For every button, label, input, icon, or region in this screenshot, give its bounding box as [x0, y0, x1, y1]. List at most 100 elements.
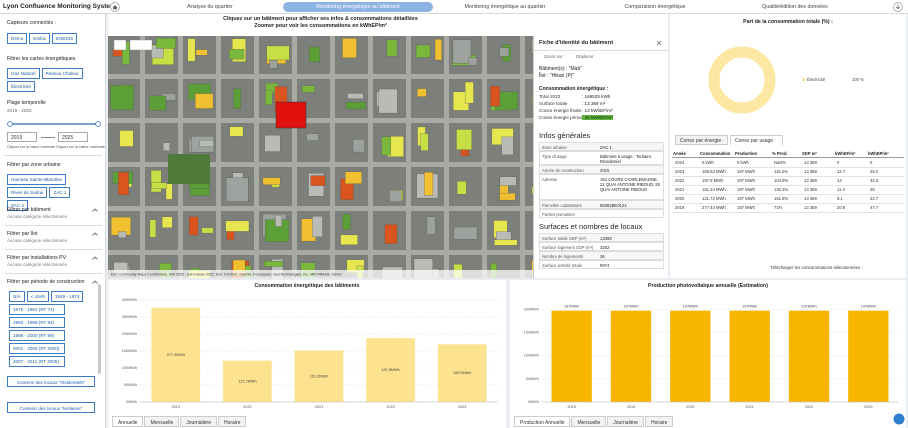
nav-tab[interactable]: Qualité/édition des données	[762, 4, 828, 10]
building	[309, 46, 321, 63]
surface-row: Nombre de logements 36	[539, 251, 664, 260]
bar	[223, 360, 272, 402]
map-zoom-control	[113, 39, 127, 51]
general-heading: Infos générales	[539, 131, 591, 140]
period-button[interactable]: < 1949	[26, 291, 49, 302]
pie-title: Part de la consommation totale (%) :	[743, 19, 833, 25]
nav-tab[interactable]: Monitoring énergétique au quartier	[464, 4, 546, 10]
min-input[interactable]: 2019	[7, 132, 37, 142]
value-label: 197MWh	[861, 305, 876, 309]
chart-tab[interactable]: Mensuelle	[571, 416, 607, 427]
chart-tab[interactable]: Mensuelle	[144, 416, 180, 427]
building	[384, 224, 398, 244]
zone-button[interactable]: Rives de Saône	[7, 187, 48, 198]
building	[420, 133, 429, 151]
table-cell: 197 MWh	[737, 169, 755, 174]
table-cell: 197 MWh	[737, 205, 755, 210]
sensor-button[interactable]: ENEDIS	[52, 33, 78, 44]
table-cell: 116.2%	[774, 169, 788, 174]
chart-tab[interactable]: Annuelle	[112, 416, 144, 427]
map: Esri Community Maps Contributors, IGN 20…	[108, 36, 533, 278]
building	[417, 88, 427, 97]
building	[265, 90, 273, 105]
section-label: Filtrer par période de construction	[7, 279, 85, 285]
period-button[interactable]: 1975 - 1982 (RT 74)	[9, 304, 65, 315]
info-row: Parcelles cadastrales 69382BE0123	[539, 200, 664, 209]
chart-tab[interactable]: Journalière	[180, 416, 218, 427]
energy-button[interactable]: Réseau Chaleur	[41, 68, 83, 79]
road	[108, 118, 533, 123]
building	[150, 170, 162, 193]
panel-tool[interactable]: Zoom sur	[544, 54, 563, 59]
chart-title: Consommation énergétique des bâtiments	[254, 283, 360, 289]
building	[161, 216, 173, 228]
value-label: 197MWh	[742, 305, 757, 309]
chart-tab[interactable]: Horaire	[645, 416, 674, 427]
building	[266, 45, 290, 61]
building	[302, 85, 315, 93]
chart-tab[interactable]: Journalière	[607, 416, 645, 427]
chevron	[92, 280, 98, 284]
sensor-button[interactable]: Démo	[7, 33, 28, 44]
sensor-button[interactable]: Embix	[29, 33, 51, 44]
period-button[interactable]: 1949 - 1974	[50, 291, 84, 302]
road	[444, 36, 449, 278]
energy-button[interactable]: Gaz Naturel	[7, 68, 40, 79]
table-cell: 2023	[675, 169, 685, 174]
nav-tab[interactable]: Monitoring énergétique au bâtiment	[283, 2, 433, 12]
info-value: 2015	[600, 168, 610, 173]
building	[381, 136, 391, 156]
table-tab[interactable]: Conso par énergie	[675, 135, 728, 145]
building	[118, 172, 129, 196]
period-button[interactable]: 1983 - 1988 (RT 82)	[9, 317, 65, 328]
home-icon-shape	[112, 5, 118, 10]
table-cell: 2020	[675, 196, 685, 201]
bar	[366, 338, 415, 402]
map-title: Cliquez sur un bâtiment pour afficher se…	[223, 16, 418, 22]
energy-button[interactable]: Électricité	[7, 81, 35, 92]
building	[501, 136, 514, 155]
divider	[4, 273, 102, 274]
chart-tab[interactable]: Horaire	[218, 416, 247, 427]
road	[482, 36, 487, 278]
legend-label: Électricité	[807, 77, 826, 82]
table-header: kWhEF/m²	[835, 151, 856, 156]
period-button[interactable]: N/A	[9, 291, 25, 302]
period-button[interactable]: 2001 - 2005 (RT 2000)	[9, 343, 65, 354]
y-tick-label: 250MWh	[122, 315, 137, 319]
building	[531, 260, 533, 277]
table-cell: 151.24 MWh	[702, 187, 726, 192]
header-icons	[110, 2, 903, 12]
content-button[interactable]: Contenir des locaux "résidentiels"	[7, 376, 95, 387]
period-button[interactable]: 2007 - 2011 (RT 2005)	[9, 356, 65, 367]
zone-button[interactable]: ZAC 1	[49, 187, 71, 198]
content-button[interactable]: Contenir des locaux "tertiaires"	[7, 402, 95, 413]
surface-value: 9974	[600, 263, 610, 268]
nav-tab[interactable]: Analyse du quartier	[187, 4, 233, 10]
chevron-icon	[92, 208, 98, 212]
building	[456, 181, 467, 195]
table-tab[interactable]: Conso par usage	[730, 135, 783, 145]
info-label: Parcelles cadastrales	[542, 203, 582, 208]
section-label: Filtrer par installations PV	[7, 255, 67, 261]
period-button[interactable]: 1989 - 2000 (RT 88)	[9, 330, 65, 341]
y-tick-label: 200MWh	[524, 307, 539, 311]
dropdown-hint: Aucune catégorie sélectionnée	[7, 214, 68, 219]
road	[108, 206, 533, 211]
divider	[534, 50, 669, 51]
table-cell: 47.7	[870, 205, 879, 210]
max-input[interactable]: 2025	[58, 132, 88, 142]
table-cell: 32.3	[870, 178, 879, 183]
panel-tool[interactable]: Déplacer	[576, 54, 594, 59]
building	[194, 93, 214, 109]
nav-tab[interactable]: Comparaison énergétique	[624, 4, 686, 10]
zone-button[interactable]: ZAC 2	[7, 200, 29, 211]
building	[189, 216, 199, 236]
building	[389, 190, 402, 202]
building	[225, 220, 250, 232]
table-row	[672, 168, 904, 177]
chart-tab[interactable]: Production Annuelle	[514, 416, 571, 427]
zone-button[interactable]: Hameau Sainte-Blandine	[7, 174, 67, 185]
info-row: Type d'usage Bâtiment à usage : Tertiaire…	[539, 151, 664, 165]
